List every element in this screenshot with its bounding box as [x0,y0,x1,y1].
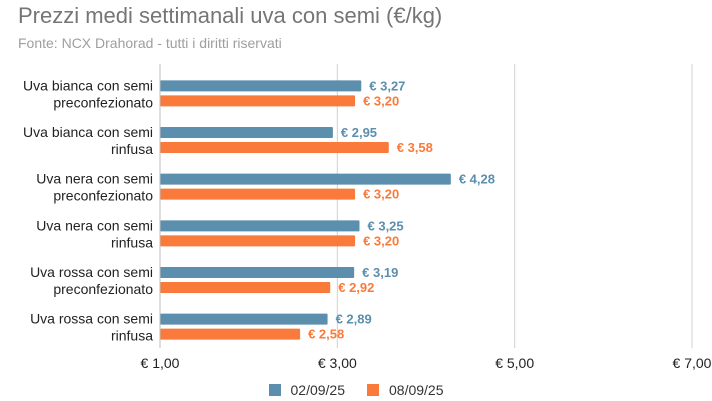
bar-chart: € 1,00 € 3,00 € 5,00 € 7,00 Uva bianca con s… [23,64,712,371]
bar-s1-3 [160,220,360,232]
category-label-4: Uva rossa con semi preconfezionato [30,264,153,297]
legend-swatch-series-1 [268,384,281,396]
chart-title: Prezzi medi settimanali uva con semi (€/… [18,3,443,28]
data-label-s1-1: € 2,95 [341,125,377,140]
x-tick-label-2: € 5,00 [495,355,534,371]
category-label-3: Uva nera con semi rinfusa [36,217,153,250]
legend-swatch-series-2 [367,384,379,396]
category-label-5: Uva rossa con semi rinfusa [30,311,153,344]
bar-s1-0 [160,80,362,92]
data-label-s2-2: € 3,20 [363,187,399,202]
bar-s2-4 [160,282,331,293]
legend-item-series-1: 02/09/25 [268,382,346,398]
bar-s2-2 [160,188,356,200]
category-label-2: Uva nera con semi preconfezionato [36,171,153,204]
category-label-0: Uva bianca con semi preconfezionato [23,77,153,110]
category-label-1: Uva bianca con semi rinfusa [23,124,153,157]
bar-s2-1 [160,142,389,153]
data-label-s1-3: € 3,25 [368,218,404,233]
bar-s2-3 [160,235,356,247]
data-label-s2-3: € 3,20 [363,233,399,248]
legend-item-series-2: 08/09/25 [367,382,444,398]
x-tick-label-0: € 1,00 [141,355,180,371]
bar-s1-4 [160,267,355,278]
data-label-s1-2: € 4,28 [459,172,495,187]
chart-subtitle: Fonte: NCX Drahorad - tutti i diritti ri… [18,35,282,51]
bar-s1-5 [160,313,328,325]
legend-label-series-2: 08/09/25 [389,382,444,398]
bar-s1-2 [160,173,451,185]
data-label-s2-5: € 2,58 [308,327,344,342]
data-label-s1-5: € 2,89 [336,312,372,327]
data-label-s2-4: € 2,92 [338,280,374,295]
data-label-s1-0: € 3,27 [369,78,405,93]
legend: 02/09/25 08/09/25 [0,382,712,398]
bar-s2-0 [160,95,356,107]
x-tick-label-1: € 3,00 [318,355,357,371]
bar-s2-5 [160,328,301,340]
legend-label-series-1: 02/09/25 [290,382,346,398]
data-label-s2-0: € 3,20 [363,93,399,108]
data-label-s2-1: € 3,58 [397,140,433,155]
data-label-s1-4: € 3,19 [362,265,398,280]
x-tick-label-3: € 7,00 [673,355,712,371]
bar-s1-1 [160,127,333,138]
